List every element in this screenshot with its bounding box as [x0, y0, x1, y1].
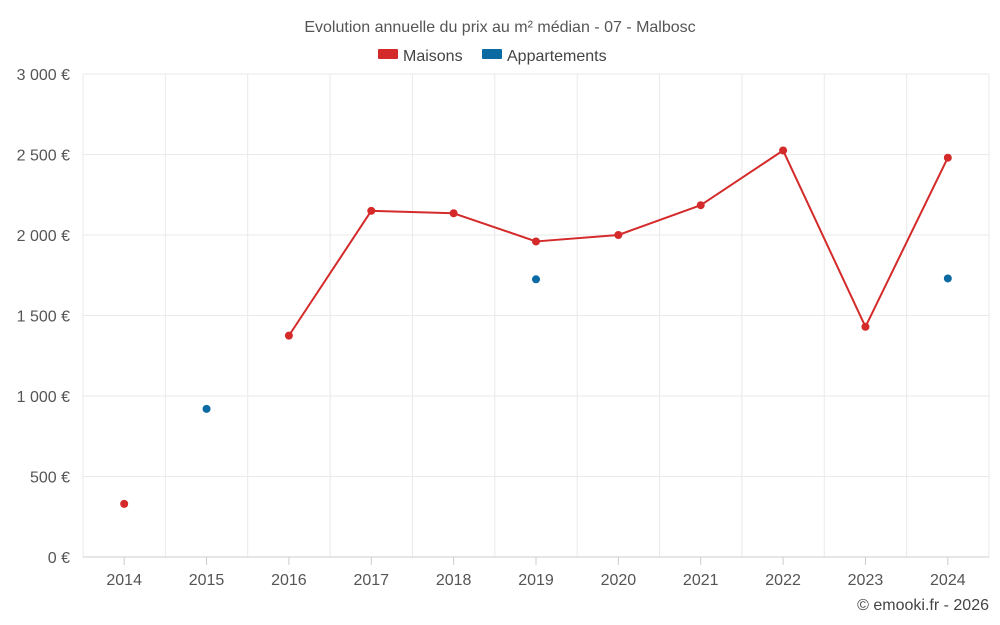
series: [120, 146, 952, 508]
x-tick-label: 2024: [930, 572, 966, 589]
x-axis: 2014 2015 2016 2017 2018 2019 2020 2021 2022 2023…: [83, 556, 989, 589]
x-tick-label: 2016: [271, 572, 307, 589]
legend-swatch-maisons: [378, 49, 398, 59]
y-tick-label: 2 000 €: [17, 228, 70, 245]
series-line-maisons: [288, 149, 949, 337]
legend-item-maisons[interactable]: Maisons: [378, 48, 463, 65]
data-point-maisons[interactable]: [284, 331, 293, 340]
data-point-maisons[interactable]: [779, 146, 788, 155]
y-axis: 0 € 500 € 1 000 € 1 500 € 2 000 € 2 500 € 3 00…: [17, 67, 70, 567]
series-appartements: [202, 274, 952, 413]
x-tick-label: 2020: [601, 572, 637, 589]
data-point-maisons[interactable]: [449, 209, 458, 218]
legend-item-appartements[interactable]: Appartements: [482, 48, 607, 65]
data-point-maisons[interactable]: [943, 153, 952, 162]
y-tick-label: 500 €: [30, 470, 70, 487]
data-point-maisons[interactable]: [532, 237, 540, 246]
x-tick-label: 2018: [436, 572, 472, 589]
x-tick-label: 2021: [683, 572, 719, 589]
data-point-maisons[interactable]: [861, 322, 870, 331]
data-point-maisons[interactable]: [120, 499, 129, 508]
x-tick-label: 2017: [353, 572, 389, 589]
y-tick-label: 3 000 €: [17, 67, 70, 84]
grid: [82, 73, 990, 558]
data-point-maisons[interactable]: [696, 201, 705, 210]
y-tick-label: 1 000 €: [17, 389, 70, 406]
x-tick-label: 2019: [518, 572, 554, 589]
series-maisons: [120, 146, 952, 508]
x-tick-label: 2022: [765, 572, 801, 589]
chart-title: Evolution annuelle du prix au m² médian …: [304, 19, 695, 36]
data-point-maisons[interactable]: [614, 231, 623, 239]
x-tick-label: 2015: [189, 572, 225, 589]
y-tick-label: 2 500 €: [17, 148, 70, 165]
x-tick-label: 2023: [848, 572, 884, 589]
legend: Maisons Appartements: [378, 48, 607, 65]
legend-swatch-appartements: [482, 49, 502, 59]
data-point-maisons[interactable]: [367, 206, 376, 215]
data-point-appartements[interactable]: [943, 274, 952, 283]
legend-label-maisons: Maisons: [403, 48, 463, 65]
y-tick-label: 1 500 €: [17, 309, 70, 326]
data-point-appartements[interactable]: [202, 404, 211, 413]
data-point-appartements[interactable]: [532, 275, 540, 284]
credit-text: © emooki.fr - 2026: [857, 597, 989, 614]
legend-label-appartements: Appartements: [507, 48, 607, 65]
x-tick-label: 2014: [106, 572, 142, 589]
y-tick-label: 0 €: [48, 550, 70, 567]
